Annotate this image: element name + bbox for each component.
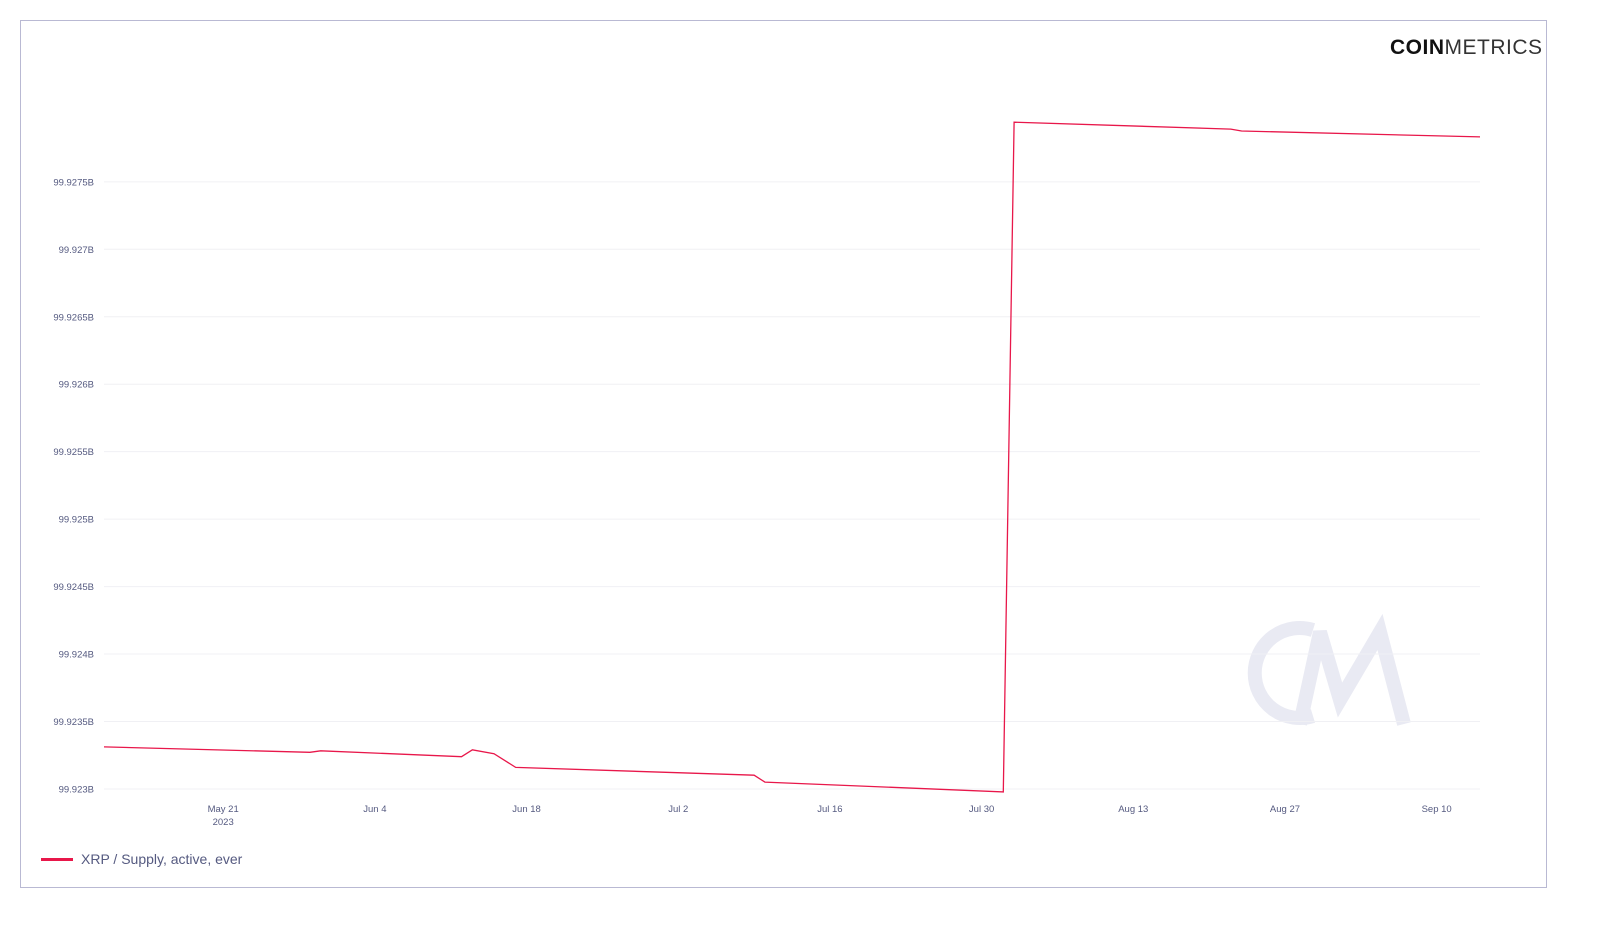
y-tick-label: 99.927B xyxy=(59,245,94,256)
x-tick-label: Aug 13 xyxy=(1118,804,1148,815)
y-tick-label: 99.9245B xyxy=(53,582,94,593)
y-tick-label: 99.9265B xyxy=(53,312,94,323)
x-tick-label: Jul 16 xyxy=(817,804,842,815)
legend[interactable]: XRP / Supply, active, ever xyxy=(41,851,242,867)
legend-swatch xyxy=(41,857,73,861)
y-tick-label: 99.9275B xyxy=(53,177,94,188)
y-tick-label: 99.925B xyxy=(59,515,94,526)
cm-watermark-logo xyxy=(1247,613,1411,726)
logo-bold: COIN xyxy=(1390,36,1445,59)
x-tick-label: Jun 4 xyxy=(363,804,386,815)
x-tick-sublabel: 2023 xyxy=(213,817,234,828)
legend-label: XRP / Supply, active, ever xyxy=(81,851,243,867)
x-tick-label: May 21 xyxy=(208,804,239,815)
series-line[interactable] xyxy=(103,121,1481,793)
x-tick-label: Sep 10 xyxy=(1422,804,1452,815)
y-tick-label: 99.924B xyxy=(59,650,94,661)
y-tick-label: 99.923B xyxy=(59,784,94,795)
chart-frame xyxy=(20,20,1547,888)
x-tick-label: Aug 27 xyxy=(1270,804,1300,815)
x-tick-label: Jul 2 xyxy=(668,804,688,815)
y-tick-label: 99.9235B xyxy=(53,717,94,728)
y-tick-label: 99.926B xyxy=(59,380,94,391)
coinmetrics-logo: COINMETRICS xyxy=(1390,36,1543,60)
x-tick-label: Jul 30 xyxy=(969,804,994,815)
x-tick-label: Jun 18 xyxy=(512,804,541,815)
logo-light: METRICS xyxy=(1444,36,1543,59)
y-tick-label: 99.9255B xyxy=(53,447,94,458)
